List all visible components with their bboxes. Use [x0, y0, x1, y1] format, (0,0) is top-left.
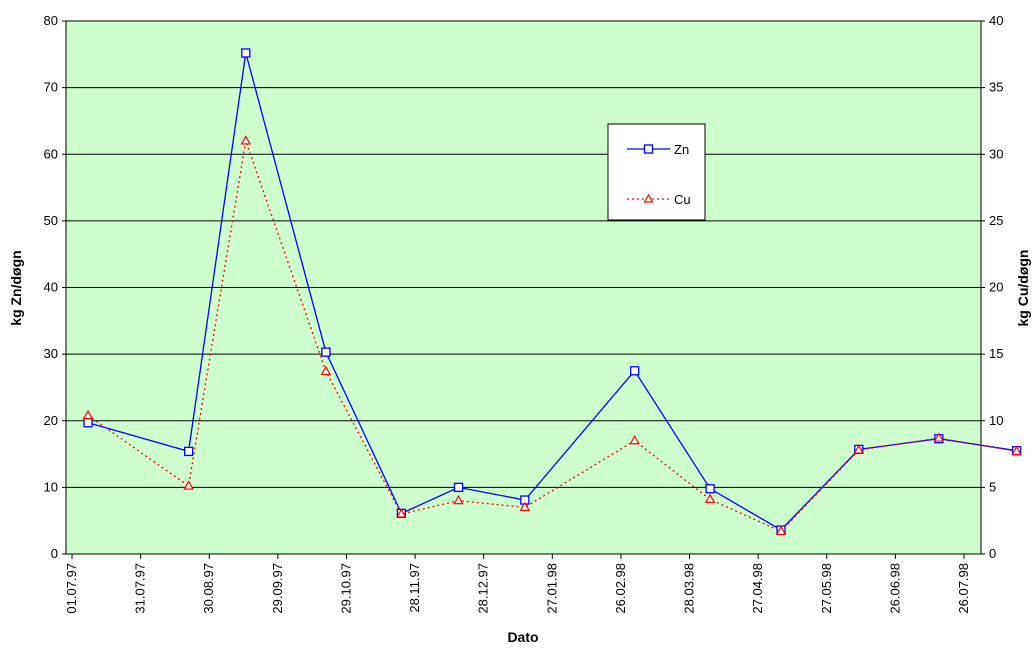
series-cu-point: [396, 508, 407, 518]
x-tick-label: 27.01.98: [544, 563, 559, 614]
x-tick-label: 28.11.97: [407, 563, 422, 613]
left-tick-label: 30: [44, 346, 58, 361]
series-cu-point: [629, 435, 640, 445]
left-tick-label: 80: [44, 13, 58, 28]
series-zn-point: [629, 366, 640, 376]
x-tick-label: 26.07.98: [956, 563, 971, 614]
series-zn-point: [321, 347, 331, 357]
left-axis-title: kg Zn/døgn: [8, 250, 24, 325]
right-tick-label: 25: [989, 213, 1003, 228]
series-cu-point: [704, 493, 716, 503]
left-tick-label: 0: [51, 546, 58, 561]
x-tick-label: 30.08.97: [201, 563, 216, 614]
series-cu-point: [853, 444, 865, 454]
right-tick-label: 40: [989, 13, 1003, 28]
left-tick-label: 70: [44, 80, 58, 95]
x-tick-label: 26.06.98: [887, 563, 902, 614]
right-tick-label: 20: [989, 280, 1003, 295]
series-cu-point: [1011, 445, 1022, 455]
legend-zn-marker: [643, 144, 654, 154]
x-tick-label: 27.05.98: [819, 563, 834, 614]
right-axis-ticks: 0 5 10 15 20 25 30 35 40: [981, 13, 1003, 561]
series-cu-point: [453, 494, 464, 505]
series-cu-point: [183, 480, 194, 490]
legend: Zn Cu: [607, 123, 706, 221]
x-tick-label: 01.07.97: [64, 563, 79, 614]
series-cu-point: [82, 409, 94, 420]
series-zn-point: [183, 446, 194, 457]
legend-box: [607, 123, 706, 221]
series-zn-point: [241, 48, 251, 58]
right-tick-label: 5: [989, 479, 996, 494]
series-cu-point: [933, 432, 945, 442]
gridlines: [66, 20, 981, 488]
x-tick-label: 28.12.97: [476, 563, 491, 614]
left-axis-ticks: 0 10 20 30 40 50 60 70 80: [44, 13, 66, 561]
x-tick-label: 29.10.97: [338, 563, 353, 614]
series-zn-point: [453, 482, 464, 493]
left-tick-label: 60: [44, 146, 58, 161]
x-axis-ticks: 01.07.97 31.07.97 30.08.97 29.09.97 29.10.97…: [64, 554, 971, 614]
left-tick-label: 20: [44, 413, 58, 428]
left-tick-label: 50: [44, 213, 58, 228]
x-tick-label: 28.03.98: [682, 563, 697, 614]
legend-zn-label: Zn: [674, 142, 689, 157]
x-tick-label: 29.09.97: [270, 563, 285, 614]
series-cu-point: [240, 135, 252, 145]
right-tick-label: 0: [989, 546, 996, 561]
series-layer: [82, 48, 1022, 535]
right-tick-label: 15: [989, 346, 1003, 361]
x-axis-title: Dato: [507, 629, 538, 645]
series-zn-point: [83, 418, 93, 428]
right-tick-label: 10: [989, 413, 1003, 428]
x-tick-label: 31.07.97: [133, 563, 148, 614]
series-cu-point: [775, 525, 787, 535]
legend-cu-marker: [643, 193, 654, 203]
left-tick-label: 40: [44, 280, 58, 295]
legend-cu-label: Cu: [674, 192, 691, 207]
right-tick-label: 35: [989, 80, 1003, 95]
left-tick-label: 10: [44, 479, 58, 494]
right-tick-label: 30: [989, 146, 1003, 161]
series-cu-point: [519, 501, 531, 511]
right-axis-title: kg Cu/døgn: [1015, 250, 1031, 327]
series-cu-point: [320, 365, 332, 376]
x-tick-label: 27.04.98: [750, 563, 765, 614]
x-tick-label: 26.02.98: [613, 563, 628, 614]
series-zn-point: [705, 484, 715, 494]
